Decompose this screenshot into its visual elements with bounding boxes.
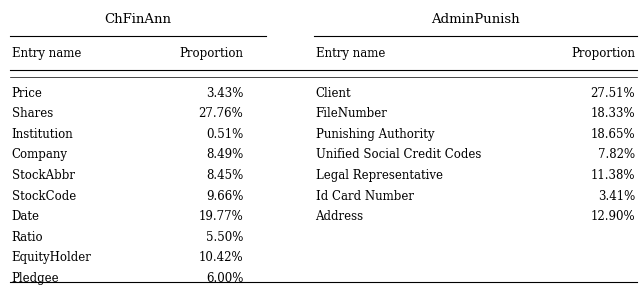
Text: Date: Date [12, 210, 40, 223]
Text: 19.77%: 19.77% [198, 210, 243, 223]
Text: 3.41%: 3.41% [598, 190, 635, 203]
Text: 7.82%: 7.82% [598, 148, 635, 162]
Text: Client: Client [316, 87, 351, 100]
Text: Institution: Institution [12, 128, 73, 141]
Text: StockCode: StockCode [12, 190, 76, 203]
Text: Price: Price [12, 87, 42, 100]
Text: Ratio: Ratio [12, 231, 43, 244]
Text: Entry name: Entry name [316, 47, 385, 60]
Text: Unified Social Credit Codes: Unified Social Credit Codes [316, 148, 481, 162]
Text: 8.49%: 8.49% [206, 148, 243, 162]
Text: Proportion: Proportion [571, 47, 635, 60]
Text: 8.45%: 8.45% [206, 169, 243, 182]
Text: Pledgee: Pledgee [12, 272, 59, 285]
Text: 18.65%: 18.65% [590, 128, 635, 141]
Text: ChFinAnn: ChFinAnn [104, 13, 171, 26]
Text: 0.51%: 0.51% [206, 128, 243, 141]
Text: 5.50%: 5.50% [206, 231, 243, 244]
Text: AdminPunish: AdminPunish [431, 13, 520, 26]
Text: Proportion: Proportion [179, 47, 243, 60]
Text: Company: Company [12, 148, 68, 162]
Text: EquityHolder: EquityHolder [12, 251, 92, 264]
Text: FileNumber: FileNumber [316, 107, 387, 121]
Text: 10.42%: 10.42% [198, 251, 243, 264]
Text: 6.00%: 6.00% [206, 272, 243, 285]
Text: 27.76%: 27.76% [198, 107, 243, 121]
Text: 9.66%: 9.66% [206, 190, 243, 203]
Text: Legal Representative: Legal Representative [316, 169, 442, 182]
Text: StockAbbr: StockAbbr [12, 169, 74, 182]
Text: Entry name: Entry name [12, 47, 81, 60]
Text: 11.38%: 11.38% [590, 169, 635, 182]
Text: Id Card Number: Id Card Number [316, 190, 413, 203]
Text: Address: Address [316, 210, 364, 223]
Text: Punishing Authority: Punishing Authority [316, 128, 434, 141]
Text: 3.43%: 3.43% [206, 87, 243, 100]
Text: 12.90%: 12.90% [590, 210, 635, 223]
Text: 27.51%: 27.51% [590, 87, 635, 100]
Text: Shares: Shares [12, 107, 52, 121]
Text: 18.33%: 18.33% [590, 107, 635, 121]
